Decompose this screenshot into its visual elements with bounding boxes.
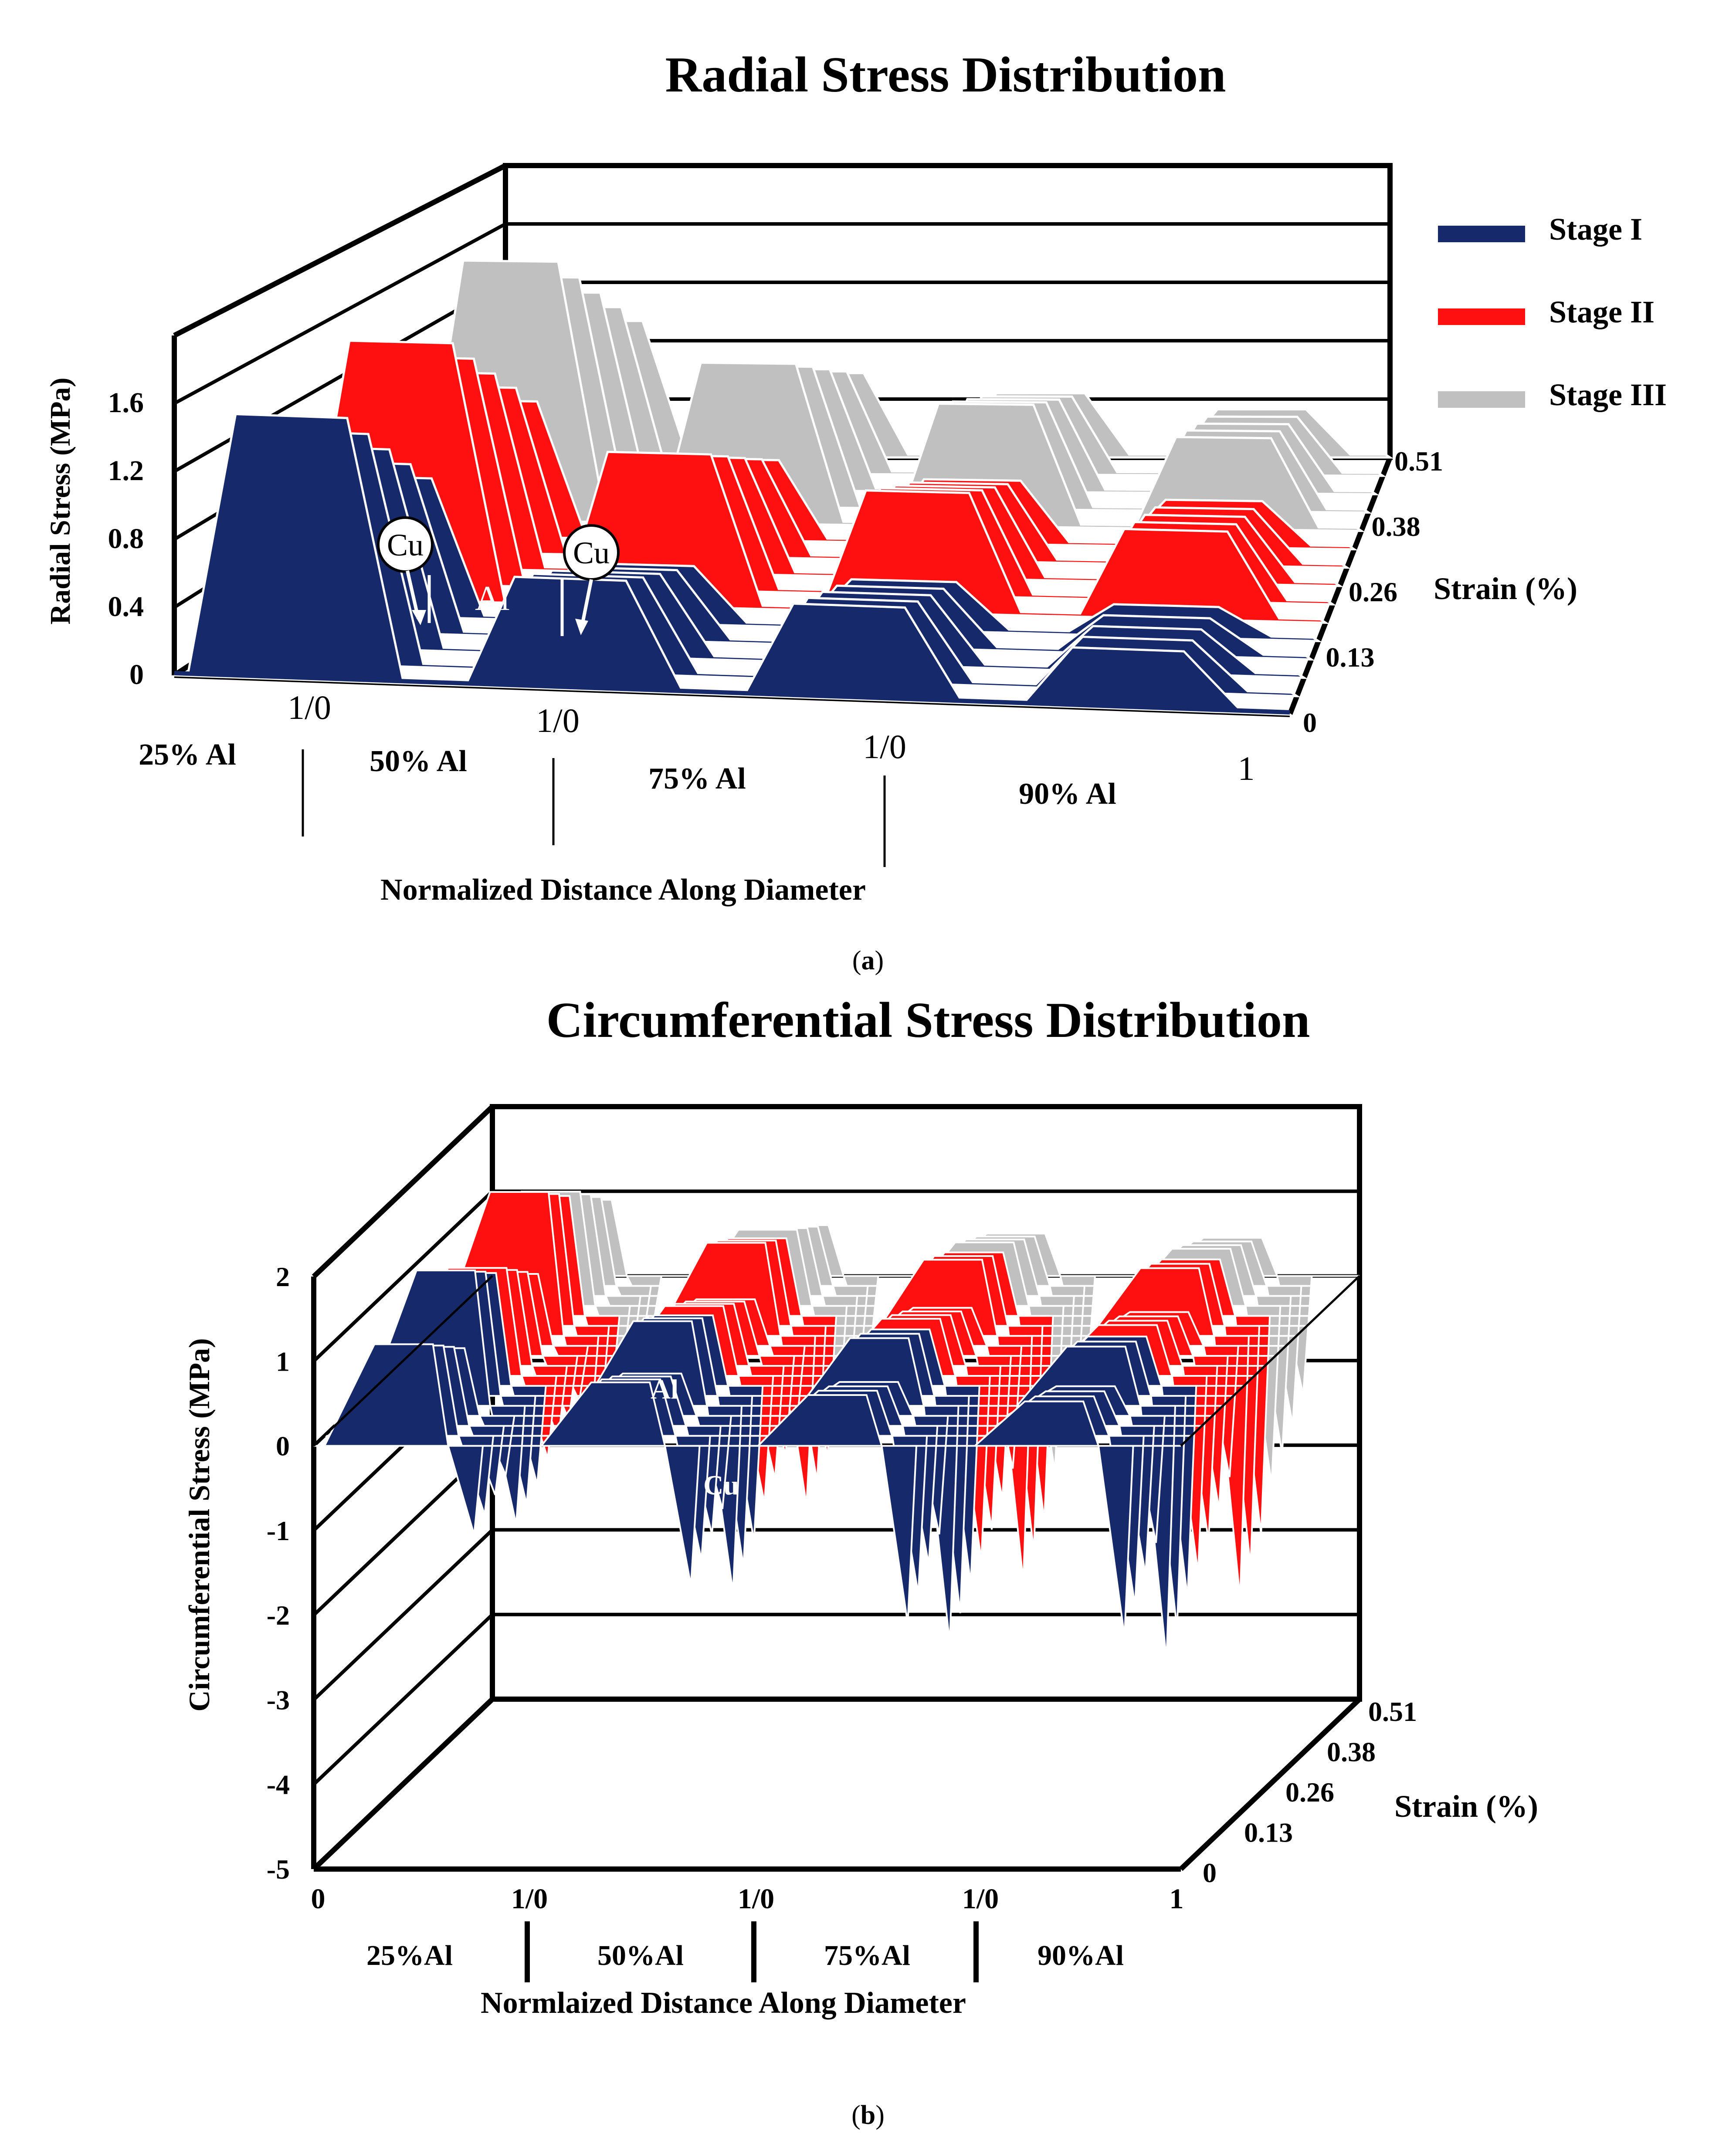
x-tick-label: 1 (1238, 749, 1255, 787)
annotation-al: Al (475, 579, 510, 618)
z-tick-label: 0 (1303, 707, 1317, 738)
x-tick-label: 1/0 (863, 728, 906, 765)
cu-arrow-right (580, 579, 593, 628)
z-tick-label: 0.26 (1285, 1777, 1334, 1808)
region-dividers-b (525, 1921, 979, 1982)
region-label: 75% Al (648, 762, 746, 796)
region-label: 90%Al (1038, 1940, 1124, 1971)
caption-b: (b) (851, 2100, 885, 2130)
x-tick-label: 1 (1170, 1883, 1184, 1915)
region-dividers-a (302, 749, 886, 867)
legend-label: Stage III (1549, 377, 1667, 412)
y-axis-label-a: Radial Stress (MPa) (44, 377, 76, 624)
legend-label: Stage II (1549, 295, 1655, 329)
region-label: 75%Al (824, 1940, 910, 1971)
chart-title-b: Circumferential Stress Distribution (546, 993, 1310, 1048)
z-axis-label-a: Strain (%) (1434, 571, 1577, 606)
z-tick-label: 0.13 (1326, 642, 1375, 673)
x-axis-label-b: Normlaized Distance Along Diameter (481, 1986, 966, 2020)
x-tick-label: 1/0 (511, 1883, 548, 1915)
x-ticks-a: 1/0 1/0 1/0 1 (288, 688, 1255, 787)
figure-a: Radial Stress Distribution 0 0.4 0.8 1.2 1.6… (0, 0, 1736, 993)
legend-swatch (1438, 308, 1525, 325)
y-tick-label: 0.4 (108, 591, 144, 623)
x-tick-label: 0 (311, 1883, 326, 1915)
z-tick-label: 0.51 (1394, 446, 1443, 477)
y-tick-label: -1 (267, 1515, 290, 1546)
y-tick-label: 0 (276, 1431, 290, 1462)
legend-label: Stage I (1549, 212, 1642, 247)
z-tick-label: 0.51 (1368, 1696, 1417, 1727)
zero-plane-edge (1180, 1275, 1360, 1447)
y-ticks-b: 2 1 0 -1 -2 -3 -4 -5 (267, 1261, 290, 1885)
annotation-cu-b-right: Cu (703, 1470, 739, 1500)
circumferential-stress-chart: Circumferential Stress Distribution 210-… (183, 993, 1538, 2130)
x-ticks-b: 0 1/0 1/0 1/0 1 (311, 1883, 1184, 1915)
side-gridline (312, 1528, 494, 1701)
annotation-cu-left: Cu (387, 528, 424, 562)
y-tick-label: 0.8 (108, 523, 144, 555)
y-tick-label: -2 (267, 1600, 290, 1631)
region-label: 50%Al (597, 1940, 684, 1971)
y-tick-label: 1.6 (108, 387, 144, 419)
side-gridline (312, 1105, 494, 1278)
x-axis-label-a: Normalized Distance Along Diameter (380, 873, 866, 907)
z-tick-label: 0.26 (1349, 576, 1397, 607)
z-tick-label: 0.13 (1244, 1817, 1293, 1848)
y-tick-label: 1 (276, 1346, 290, 1377)
y-tick-label: 2 (276, 1261, 290, 1292)
y-tick-label: -4 (267, 1769, 290, 1800)
radial-stress-chart: Radial Stress Distribution 0 0.4 0.8 1.2 1.6… (44, 47, 1667, 975)
z-axis-label-b: Strain (%) (1394, 1789, 1538, 1824)
region-labels-a: 25% Al 50% Al 75% Al 90% Al (139, 738, 1116, 811)
annotation-al-b: Al (651, 1374, 678, 1405)
caption-a: (a) (852, 946, 884, 975)
y-tick-label: -5 (267, 1854, 290, 1885)
cu-arrowhead-right (575, 619, 588, 635)
stress-slices-b (313, 1191, 1360, 1660)
cu-marker-circle (377, 516, 434, 573)
side-gridline (173, 222, 506, 405)
z-ticks-b: 0 0.13 0.26 0.38 0.51 (1203, 1696, 1417, 1888)
annotation-cu-right: Cu (573, 535, 610, 570)
stress-slices-a (174, 259, 1394, 716)
x-tick-label: 1/0 (962, 1883, 999, 1915)
region-label: 25%Al (366, 1940, 453, 1971)
legend-swatch (1438, 391, 1525, 408)
x-tick-label: 1/0 (738, 1883, 774, 1915)
region-labels-b: 25%Al 50%Al 75%Al 90%Al (366, 1940, 1124, 1971)
side-gridline (312, 1613, 494, 1786)
x-tick-label: 1/0 (288, 688, 331, 726)
annotation-cu-b-left: Cu (610, 1465, 645, 1496)
x-tick-label: 1/0 (536, 701, 580, 739)
legend-a: Stage I Stage II Stage III (1438, 212, 1667, 412)
y-tick-label: -3 (267, 1684, 290, 1715)
y-tick-label: 0 (129, 659, 144, 691)
side-gridline (312, 1190, 494, 1363)
region-label: 50% Al (370, 745, 467, 778)
z-tick-label: 0.38 (1372, 511, 1421, 542)
y-axis-label-b: Circumferential Stress (MPa) (183, 1338, 216, 1711)
chart-title-a: Radial Stress Distribution (665, 47, 1226, 103)
region-label: 25% Al (139, 738, 236, 772)
region-label: 90% Al (1019, 777, 1116, 811)
front-baseline (174, 671, 1290, 715)
caption-letter-a: a (861, 946, 875, 975)
z-ticks-a: 0 0.13 0.26 0.38 0.51 (1303, 446, 1443, 738)
stress-slice (314, 1343, 1181, 1636)
y-ticks-a: 0 0.4 0.8 1.2 1.6 (108, 387, 144, 691)
zero-plane-edge (313, 1275, 493, 1447)
side-gridline (173, 281, 506, 473)
annotations-b: Al Cu Cu (610, 1374, 739, 1500)
legend-swatch (1438, 226, 1525, 242)
y-tick-label: 1.2 (108, 455, 144, 487)
cu-arrowhead-left (412, 610, 426, 625)
z-tick-label: 0.38 (1327, 1737, 1376, 1768)
caption-letter-b: b (861, 2100, 875, 2130)
annotations-a: Cu Al Cu (377, 516, 620, 636)
z-tick-label: 0 (1203, 1857, 1217, 1888)
